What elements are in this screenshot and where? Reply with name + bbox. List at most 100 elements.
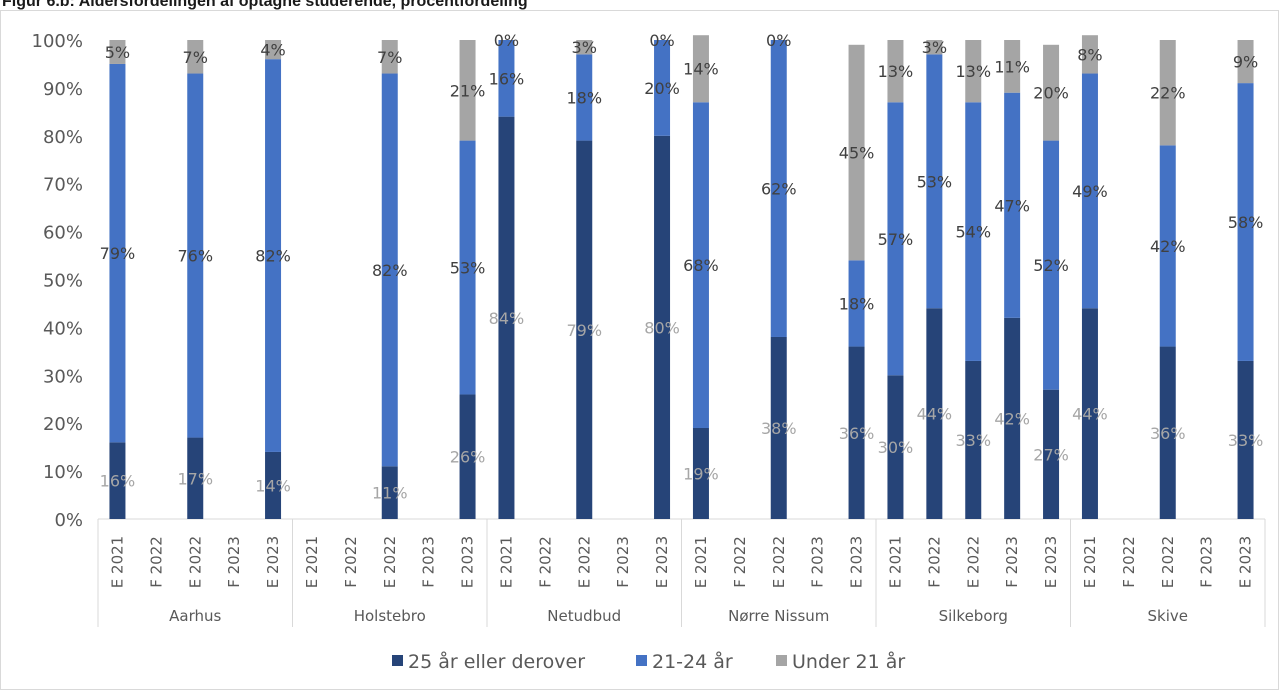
bar-segment (109, 63, 126, 443)
x-tick-label: E 2022 (186, 536, 204, 588)
legend-label: Under 21 år (792, 650, 905, 673)
data-label: 68% (683, 256, 719, 275)
bar-segment (498, 116, 515, 519)
data-label: 42% (994, 409, 1030, 428)
x-tick-label: E 2023 (653, 536, 671, 588)
data-label: 33% (1228, 431, 1264, 450)
data-label: 49% (1072, 182, 1108, 201)
data-label: 53% (450, 259, 486, 278)
bar-segment (1081, 35, 1098, 74)
bar-segment (1004, 40, 1021, 93)
legend-label: 25 år eller derover (408, 650, 585, 673)
y-tick-label: 70% (43, 175, 83, 196)
y-tick-label: 40% (43, 318, 83, 339)
bar-segment (265, 40, 282, 60)
data-label: 19% (683, 464, 719, 483)
data-label: 84% (489, 309, 525, 328)
bar-segment (1237, 360, 1254, 519)
bar-segment (1159, 40, 1176, 146)
bar-segment (965, 40, 982, 103)
data-label: 7% (183, 48, 208, 67)
data-label: 36% (839, 424, 875, 443)
chart-frame (0, 10, 1279, 690)
legend-label: 21-24 år (652, 650, 733, 673)
bar-segment (965, 360, 982, 519)
data-label: 76% (177, 247, 213, 266)
data-label: 14% (255, 476, 291, 495)
x-tick-label: F 2022 (925, 536, 943, 588)
bar-segment (109, 40, 126, 64)
data-label: 47% (994, 196, 1030, 215)
x-tick-label: E 2021 (497, 536, 515, 588)
data-label: 7% (377, 48, 402, 67)
x-tick-label: E 2021 (692, 536, 710, 588)
data-label: 62% (761, 179, 797, 198)
data-label: 30% (878, 438, 914, 457)
bar-segment (887, 40, 904, 103)
bar-segment (1043, 140, 1060, 390)
data-label: 13% (955, 62, 991, 81)
bar-segment (965, 102, 982, 361)
bar-segment (1237, 40, 1254, 84)
bar-segment (1004, 92, 1021, 318)
data-label: 44% (917, 405, 953, 424)
x-tick-label: E 2023 (1042, 536, 1060, 588)
bar-segment (187, 437, 204, 519)
bar-segment (848, 44, 865, 261)
bar-segment (887, 375, 904, 519)
bar-segment (381, 73, 398, 467)
data-label: 80% (644, 318, 680, 337)
x-tick-label: F 2022 (536, 536, 554, 588)
legend-swatch (392, 655, 403, 666)
x-tick-label: E 2021 (886, 536, 904, 588)
legend-swatch (636, 655, 647, 666)
bar-segment (459, 140, 476, 395)
bar-segment (576, 54, 593, 141)
data-label: 4% (260, 41, 285, 60)
bar-segment (692, 35, 709, 103)
data-label: 79% (566, 321, 602, 340)
data-label: 38% (761, 419, 797, 438)
bar-segment (576, 140, 593, 519)
data-label: 0% (766, 31, 791, 50)
bar-segment (1237, 83, 1254, 361)
data-label: 16% (100, 472, 136, 491)
x-tick-label: E 2023 (459, 536, 477, 588)
data-label: 58% (1228, 213, 1264, 232)
bar-segment (265, 59, 282, 452)
x-tick-label: E 2023 (848, 536, 866, 588)
y-tick-label: 0% (54, 510, 83, 531)
bar-segment (498, 40, 515, 117)
x-tick-label: F 2022 (147, 536, 165, 588)
bar-segment (187, 73, 204, 438)
bar-segment (887, 102, 904, 376)
data-label: 18% (566, 88, 602, 107)
bar-segment (576, 40, 593, 55)
data-label: 52% (1033, 256, 1069, 275)
y-tick-label: 90% (43, 79, 83, 100)
y-tick-label: 80% (43, 127, 83, 148)
y-tick-label: 30% (43, 366, 83, 387)
x-tick-label: F 2023 (1003, 536, 1021, 588)
x-tick-label: E 2022 (381, 536, 399, 588)
data-label: 82% (372, 261, 408, 280)
y-tick-label: 50% (43, 271, 83, 292)
data-label: 42% (1150, 237, 1186, 256)
bar-segment (692, 427, 709, 519)
data-label: 22% (1150, 84, 1186, 103)
data-label: 27% (1033, 445, 1069, 464)
bar-segment (654, 135, 671, 520)
x-tick-label: E 2023 (264, 536, 282, 588)
y-tick-label: 100% (32, 31, 83, 52)
x-tick-label: F 2023 (614, 536, 632, 588)
bar-segment (1159, 346, 1176, 519)
data-label: 44% (1072, 405, 1108, 424)
chart-title: Figur 6.b: Aldersfordelingen af optagne … (2, 0, 528, 10)
bar-segment (1159, 145, 1176, 347)
x-tick-label: F 2023 (225, 536, 243, 588)
x-tick-label: F 2023 (420, 536, 438, 588)
data-label: 11% (372, 484, 408, 503)
bar-segment (654, 40, 671, 136)
x-tick-label: E 2023 (1237, 536, 1255, 588)
